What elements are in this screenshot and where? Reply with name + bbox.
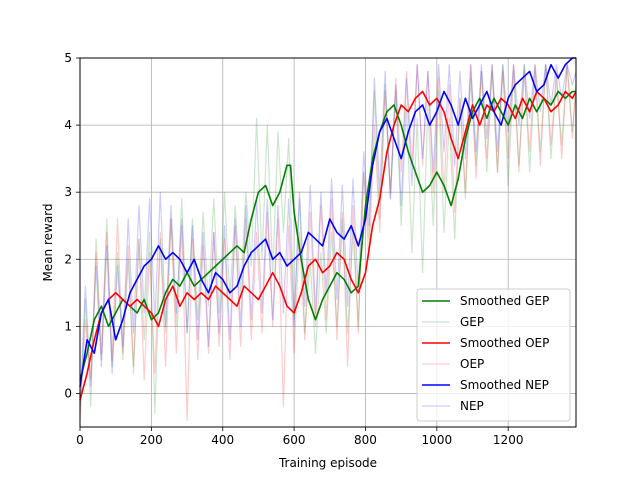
axis-ticks: 0 200 400 600 800 1000 1200 0 1 2 3 4 5: [64, 51, 523, 447]
x-tick-label: 1000: [422, 433, 453, 447]
y-tick-label: 0: [64, 386, 72, 400]
legend-label: NEP: [460, 399, 484, 413]
series-layer: [79, 57, 577, 421]
y-axis-label: Mean reward: [41, 203, 55, 281]
legend-box: [416, 288, 571, 422]
legend-label: GEP: [460, 315, 484, 329]
legend-label: Smoothed GEP: [460, 294, 549, 308]
series-line-gep: [79, 64, 577, 415]
legend-label: Smoothed NEP: [460, 378, 549, 392]
x-tick-label: 0: [76, 433, 84, 447]
grid-lines: [79, 57, 576, 427]
x-tick-label: 600: [283, 433, 306, 447]
plot-frame: [79, 57, 577, 428]
series-line-smoothed-gep: [79, 90, 576, 381]
y-tick-label: 4: [64, 118, 72, 132]
x-tick-label: 400: [211, 433, 234, 447]
legend-label: Smoothed OEP: [460, 336, 549, 350]
x-tick-label: 800: [354, 433, 377, 447]
series-line-smoothed-nep: [79, 57, 576, 387]
legend: Smoothed GEP GEP Smoothed OEP OEP Smoothed N…: [416, 288, 571, 422]
legend-label: OEP: [460, 357, 484, 371]
y-tick-label: 1: [64, 319, 72, 333]
x-tick-label: 200: [140, 433, 163, 447]
y-tick-label: 2: [64, 252, 72, 266]
x-tick-label: 1200: [493, 433, 524, 447]
x-axis-label: Training episode: [278, 456, 377, 470]
series-line-smoothed-oep: [79, 90, 577, 401]
series-line-nep: [79, 64, 577, 407]
y-tick-label: 5: [64, 51, 72, 65]
y-tick-label: 3: [64, 185, 72, 199]
